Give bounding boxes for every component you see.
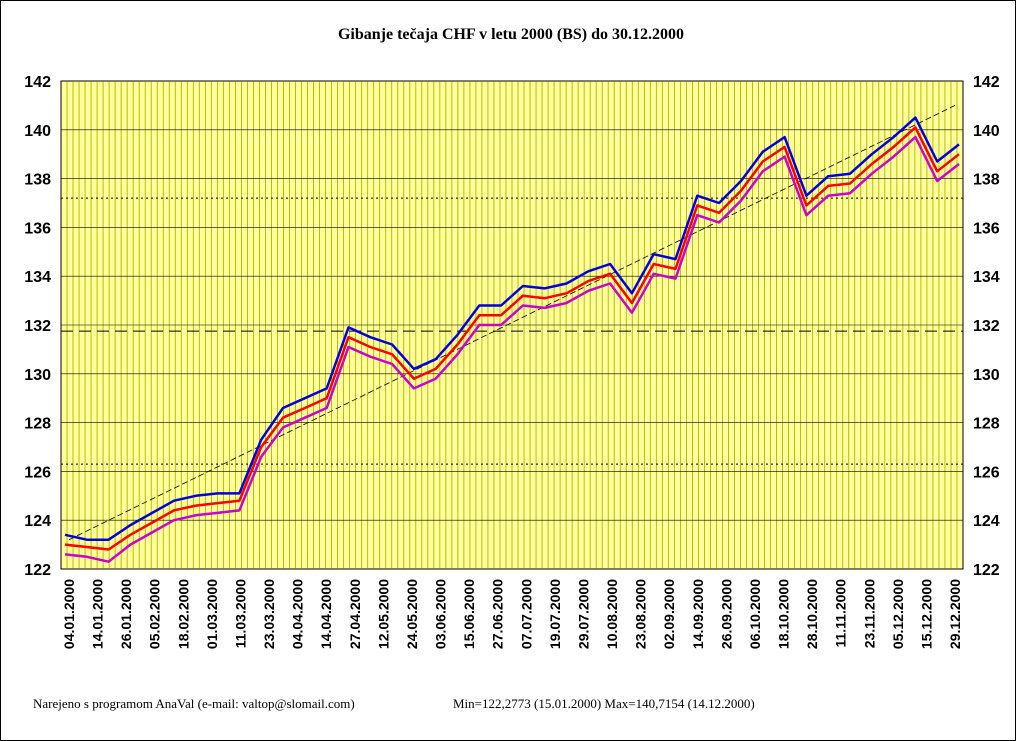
- y-tick-label-right: 132: [973, 318, 1000, 335]
- x-tick-label: 02.09.2000: [661, 579, 677, 649]
- x-tick-label: 29.12.2000: [947, 579, 963, 649]
- chart-title: Gibanje tečaja CHF v letu 2000 (BS) do 3…: [338, 26, 684, 43]
- y-tick-label-left: 128: [24, 416, 51, 433]
- x-tick-label: 15.12.2000: [918, 579, 934, 649]
- series-line: [64, 126, 960, 551]
- x-tick-label: 05.02.2000: [147, 579, 163, 649]
- trend-line: [68, 105, 956, 541]
- x-axis: 04.01.2000 14.01.2000 26.01.2000 05.02.2000…: [61, 579, 963, 649]
- x-tick-label: 10.08.2000: [604, 579, 620, 649]
- y-tick-label-right: 134: [973, 269, 1000, 286]
- x-tick-label: 26.09.2000: [718, 579, 734, 649]
- x-tick-label: 11.11.2000: [833, 579, 849, 648]
- y-axis-right: 122 124 126 128 130 132 134 136 138 140 142: [973, 74, 1000, 579]
- x-tick-label: 24.05.2000: [404, 579, 420, 649]
- y-tick-label-left: 134: [24, 269, 51, 286]
- y-tick-label-left: 138: [24, 172, 51, 189]
- y-tick-label-left: 122: [24, 562, 51, 579]
- y-tick-label-left: 126: [24, 464, 51, 481]
- y-tick-label-right: 142: [973, 74, 1000, 91]
- y-tick-label-left: 142: [24, 74, 51, 91]
- y-tick-label-left: 124: [24, 513, 51, 530]
- y-tick-label-left: 136: [24, 220, 51, 237]
- x-tick-label: 19.07.2000: [547, 579, 563, 649]
- y-tick-label-right: 138: [973, 172, 1000, 189]
- y-tick-label-left: 132: [24, 318, 51, 335]
- x-tick-label: 27.06.2000: [490, 579, 506, 649]
- y-tick-label-right: 136: [973, 220, 1000, 237]
- x-tick-label: 26.01.2000: [118, 579, 134, 649]
- series-lines: [64, 116, 960, 563]
- x-tick-label: 18.10.2000: [776, 579, 792, 649]
- footer-credit: Narejeno s programom AnaVal (e-mail: val…: [33, 696, 355, 711]
- x-tick-label: 07.07.2000: [518, 579, 534, 649]
- x-tick-label: 23.11.2000: [861, 579, 877, 649]
- x-tick-label: 04.04.2000: [290, 579, 306, 649]
- x-tick-label: 06.10.2000: [747, 579, 763, 649]
- x-tick-label: 12.05.2000: [375, 579, 391, 649]
- horizontal-grid: [61, 80, 963, 570]
- x-tick-label: 14.01.2000: [90, 579, 106, 649]
- y-tick-label-right: 130: [973, 367, 1000, 384]
- y-tick-label-right: 124: [973, 513, 1000, 530]
- y-tick-label-right: 122: [973, 562, 1000, 579]
- x-tick-label: 28.10.2000: [804, 579, 820, 649]
- series-line: [64, 135, 960, 563]
- y-tick-label-right: 128: [973, 416, 1000, 433]
- x-tick-label: 01.03.2000: [204, 579, 220, 649]
- y-tick-label-left: 140: [24, 123, 51, 140]
- x-tick-label: 27.04.2000: [347, 579, 363, 649]
- series-line: [64, 116, 960, 541]
- trend-line-group: [68, 105, 956, 541]
- y-axis-left: 122 124 126 128 130 132 134 136 138 140 142: [24, 74, 51, 579]
- x-tick-label: 14.04.2000: [318, 579, 334, 649]
- x-tick-label: 11.03.2000: [232, 579, 248, 649]
- x-tick-label: 05.12.2000: [890, 579, 906, 649]
- x-tick-label: 23.03.2000: [261, 579, 277, 649]
- x-tick-label: 14.09.2000: [690, 579, 706, 649]
- y-tick-label-right: 126: [973, 464, 1000, 481]
- footer-minmax: Min=122,2773 (15.01.2000) Max=140,7154 (…: [453, 696, 755, 711]
- x-tick-label: 04.01.2000: [61, 579, 77, 649]
- x-tick-label: 18.02.2000: [175, 579, 191, 649]
- x-tick-label: 29.07.2000: [575, 579, 591, 649]
- x-tick-label: 03.06.2000: [433, 579, 449, 649]
- y-tick-label-right: 140: [973, 123, 1000, 140]
- x-tick-label: 23.08.2000: [633, 579, 649, 649]
- x-tick-label: 15.06.2000: [461, 579, 477, 649]
- y-tick-label-left: 130: [24, 367, 51, 384]
